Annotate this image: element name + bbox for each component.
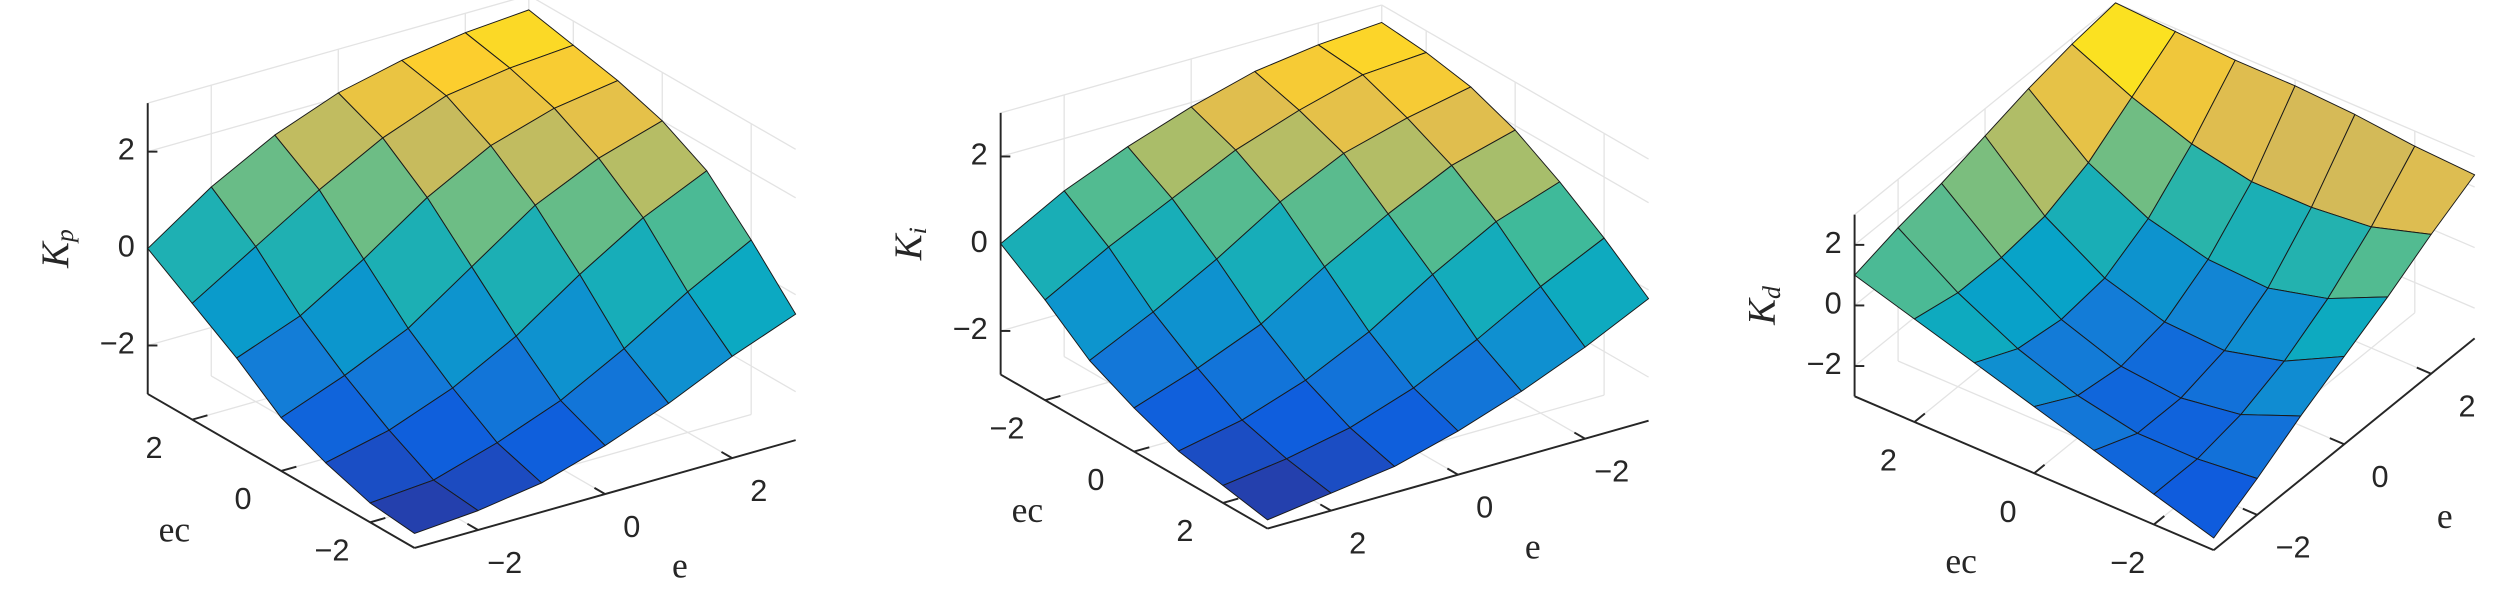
- z-tick-label: −2: [100, 326, 135, 361]
- y-tick-label: −2: [990, 411, 1025, 446]
- y-tick-label: 0: [1087, 462, 1104, 497]
- y-tick: [191, 414, 208, 421]
- x-tick-label: 2: [1349, 526, 1366, 561]
- surface-face: [1222, 458, 1332, 521]
- z-tick-label: 2: [118, 132, 135, 167]
- z-tick-label: 0: [1825, 286, 1842, 321]
- z-label-base: K: [887, 232, 930, 261]
- surface-chart: −2 0 2 −2 0 2 −2 0 2 e ec Ki: [887, 4, 1650, 566]
- x-tick-label: 2: [2459, 389, 2476, 424]
- x-tick: [1446, 467, 1459, 476]
- box-edge: [1381, 4, 1649, 160]
- y-tick-label: 2: [1176, 513, 1193, 548]
- x-tick: [2242, 507, 2258, 516]
- x-axis-label: e: [2437, 496, 2453, 536]
- z-tick-label: 2: [971, 137, 988, 172]
- surface-face: [369, 479, 479, 534]
- x-tick-label: −2: [1594, 454, 1629, 489]
- y-tick: [1913, 412, 1926, 423]
- y-tick: [1133, 446, 1150, 453]
- surface-chart: −2 0 2 −2 0 2 −2 0 2 e ec Kp: [34, 0, 797, 586]
- z-tick-label: 2: [1825, 225, 1842, 260]
- z-tick-label: −2: [1807, 346, 1842, 381]
- x-tick: [1573, 431, 1586, 440]
- y-axis-label: ec: [159, 510, 191, 550]
- x-tick: [2329, 437, 2345, 446]
- z-axis-label: Ki: [887, 227, 932, 261]
- x-tick-label: −2: [2276, 530, 2311, 565]
- surface-face: [2153, 458, 2258, 539]
- y-tick-label: 0: [234, 481, 251, 516]
- x-axis-label: e: [672, 546, 688, 586]
- box-edge: [1854, 2, 2116, 216]
- z-axis-label: Kp: [34, 229, 79, 269]
- box-edge: [2115, 2, 2475, 158]
- box-edge: [535, 0, 796, 150]
- box-edge: [1000, 4, 1382, 114]
- y-tick: [1222, 497, 1239, 504]
- z-tick-label: 0: [971, 224, 988, 259]
- y-tick-label: −2: [314, 533, 349, 568]
- x-tick: [466, 523, 479, 531]
- z-axis-label: Kd: [1741, 286, 1786, 326]
- y-tick: [280, 465, 297, 472]
- z-tick-label: 0: [118, 229, 135, 264]
- z-tick-label: −2: [953, 311, 988, 346]
- x-tick: [2416, 366, 2432, 375]
- y-axis-label: ec: [1012, 490, 1044, 530]
- y-tick-label: 2: [146, 430, 163, 465]
- box-edge: [147, 0, 515, 104]
- x-tick: [1319, 503, 1332, 512]
- y-tick-label: −2: [2110, 545, 2145, 580]
- y-axis-label: ec: [1945, 541, 1977, 581]
- y-tick: [2153, 515, 2165, 526]
- x-tick-label: 0: [2372, 459, 2389, 494]
- z-label-base: K: [34, 240, 77, 269]
- x-tick: [720, 451, 733, 459]
- z-label-sub: d: [1757, 286, 1786, 299]
- z-label-sub: i: [903, 227, 932, 234]
- y-axis: [1000, 373, 1268, 530]
- y-tick: [369, 517, 386, 524]
- y-tick-label: 0: [2000, 494, 2017, 529]
- y-tick: [2033, 464, 2046, 474]
- x-tick-label: 0: [1476, 490, 1493, 525]
- surface-chart: −2 0 2 −2 0 2 −2 0 2 e ec Kd: [1741, 2, 2476, 581]
- x-tick-label: −2: [487, 545, 522, 580]
- x-tick-label: 0: [623, 509, 640, 544]
- z-label-base: K: [1741, 297, 1784, 326]
- x-axis-label: e: [1525, 526, 1541, 566]
- x-tick: [593, 487, 606, 495]
- z-label-sub: p: [50, 229, 79, 244]
- y-tick-label: 2: [1880, 443, 1897, 478]
- y-tick: [1044, 394, 1061, 402]
- x-tick-label: 2: [750, 473, 767, 508]
